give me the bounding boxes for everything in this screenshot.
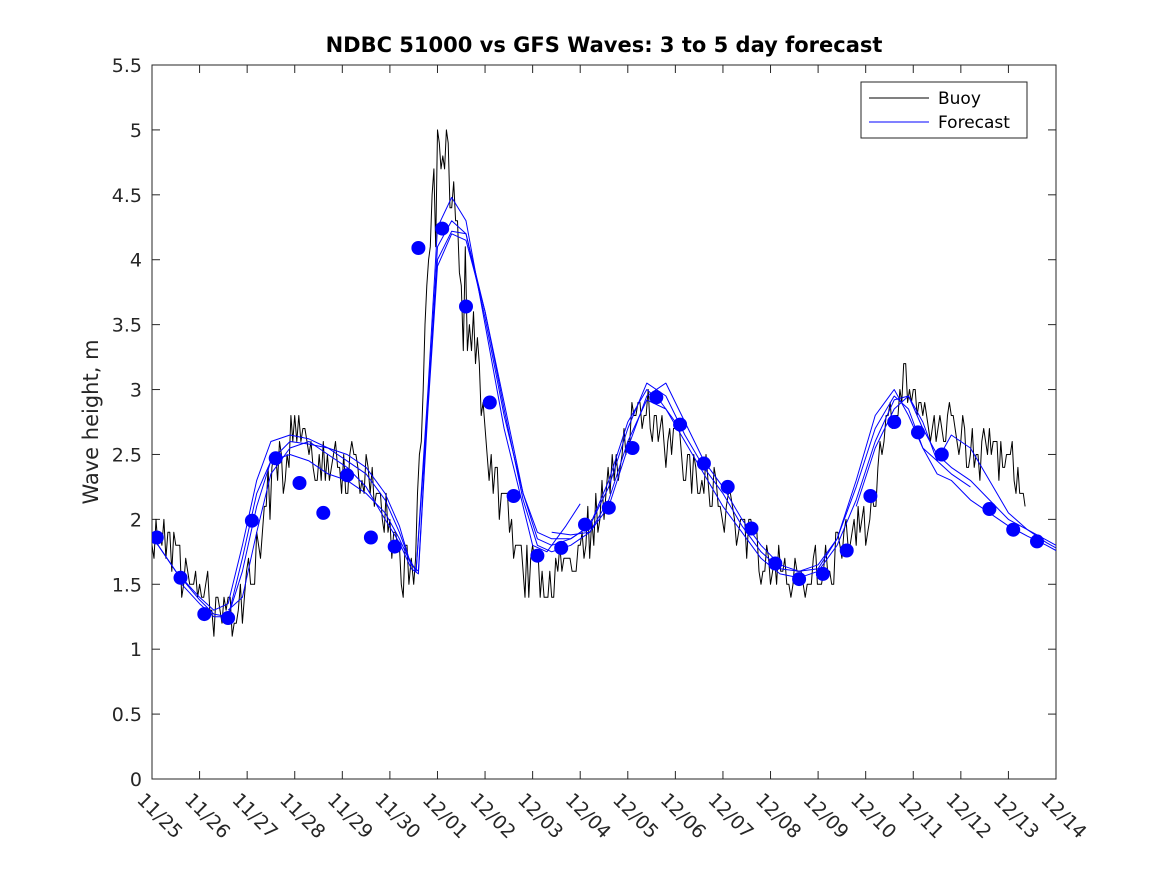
y-tick-label: 2.5	[112, 444, 142, 466]
chart-title: NDBC 51000 vs GFS Waves: 3 to 5 day fore…	[326, 33, 883, 57]
forecast-marker	[696, 456, 711, 471]
y-tick-label: 1.5	[112, 574, 142, 596]
forecast-marker	[649, 390, 664, 405]
forecast-marker	[435, 221, 450, 236]
forecast-marker	[316, 505, 331, 520]
forecast-marker	[554, 540, 569, 555]
forecast-marker	[792, 572, 807, 587]
marker-layer	[152, 221, 1044, 625]
y-tick-label: 5.5	[112, 55, 142, 77]
y-tick-label: 4	[130, 250, 142, 272]
forecast-marker	[197, 607, 212, 622]
forecast-marker	[268, 451, 283, 466]
forecast-marker	[387, 539, 402, 554]
forecast-marker	[720, 479, 735, 494]
legend-buoy-label: Buoy	[938, 89, 981, 109]
forecast-marker	[863, 489, 878, 503]
y-tick-label: 4.5	[112, 185, 142, 207]
forecast-marker	[152, 530, 164, 545]
y-axis-label: Wave height, m	[79, 339, 103, 504]
forecast-series-line	[152, 196, 581, 611]
forecast-marker	[839, 543, 854, 558]
y-tick-label: 0	[130, 769, 142, 791]
legend: Buoy Forecast	[860, 81, 1028, 139]
forecast-marker	[578, 517, 592, 532]
forecast-marker	[411, 241, 426, 255]
forecast-marker	[673, 417, 688, 432]
forecast-marker	[244, 513, 259, 528]
forecast-marker	[744, 521, 759, 536]
y-tick-label: 3	[130, 380, 142, 402]
forecast-marker	[506, 489, 521, 503]
forecast-series-line	[551, 382, 1056, 572]
y-tick-label: 1	[130, 639, 142, 661]
forecast-marker	[340, 468, 355, 483]
y-tick-label: 2	[130, 509, 142, 531]
buoy-series-line	[152, 129, 1026, 637]
y-tick-label: 0.5	[112, 704, 142, 726]
forecast-marker	[625, 441, 640, 455]
y-tick-label: 5	[130, 120, 142, 142]
forecast-marker	[887, 415, 902, 429]
forecast-marker	[768, 556, 783, 571]
forecast-marker	[173, 570, 188, 585]
plot-content	[152, 129, 1056, 637]
legend-box	[860, 81, 1028, 139]
forecast-marker	[292, 476, 307, 490]
forecast-marker	[1030, 534, 1044, 549]
forecast-marker	[459, 299, 473, 314]
forecast-marker	[982, 502, 997, 516]
forecast-marker	[221, 611, 236, 625]
plot-area	[151, 64, 1057, 780]
forecast-marker	[601, 500, 616, 515]
forecast-marker	[815, 566, 830, 581]
forecast-series-line	[855, 395, 971, 507]
forecast-marker	[530, 548, 545, 563]
y-tick-label: 3.5	[112, 315, 142, 337]
forecast-marker	[363, 530, 378, 545]
forecast-marker	[934, 447, 949, 462]
forecast-marker	[482, 395, 497, 410]
forecast-marker	[911, 425, 925, 440]
forecast-marker	[1006, 522, 1021, 537]
legend-forecast-label: Forecast	[938, 113, 1010, 133]
